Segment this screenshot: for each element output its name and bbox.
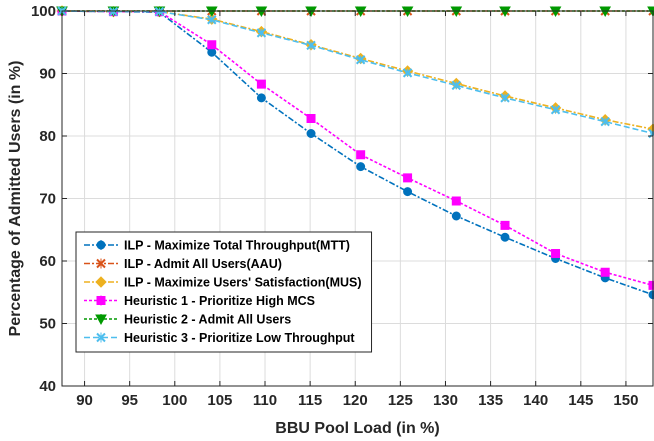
data-point (451, 196, 461, 206)
data-point (500, 232, 510, 242)
x-tick-label: 105 (207, 392, 232, 409)
x-tick-label: 130 (433, 392, 458, 409)
data-point (306, 129, 316, 138)
axes (61, 10, 654, 387)
data-point (600, 116, 610, 127)
legend-marker (95, 276, 107, 288)
x-tick-label: 150 (613, 392, 638, 409)
data-point (500, 220, 510, 230)
x-tick-label: 110 (253, 392, 277, 409)
data-point (551, 249, 561, 258)
legend-label: ILP - Maximize Total Throughput(MTT) (124, 239, 350, 253)
x-tick-label: 145 (568, 392, 593, 409)
data-point (600, 267, 610, 277)
data-point (403, 187, 413, 197)
legend-item: Heuristic 2 - Admit All Users (84, 313, 291, 327)
y-tick-label: 90 (39, 66, 56, 83)
legend-marker (96, 332, 106, 343)
legend-label: ILP - Admit All Users(AAU) (124, 257, 282, 271)
y-tick-label: 80 (39, 128, 56, 145)
data-point (306, 40, 316, 51)
data-point (207, 40, 217, 50)
x-tick-label: 115 (298, 392, 322, 409)
y-tick-label: 40 (39, 378, 56, 395)
data-point (550, 105, 561, 115)
data-point (355, 55, 366, 65)
legend: ILP - Maximize Total Throughput(MTT) ILP … (75, 231, 373, 353)
data-point (256, 93, 266, 103)
y-tick-label: 60 (39, 253, 56, 270)
legend-label: Heuristic 2 - Admit All Users (124, 313, 291, 327)
x-tick-label: 95 (121, 392, 138, 409)
legend-marker (96, 240, 106, 250)
data-point (403, 173, 413, 183)
data-point (356, 162, 366, 172)
data-point (402, 68, 413, 78)
data-point (154, 6, 165, 17)
y-axis-label: Percentage of Admitted Users (in %) (7, 61, 24, 337)
data-point (256, 79, 266, 89)
x-axis-label: BBU Pool Load (in %) (275, 420, 439, 437)
legend-label: Heuristic 1 - Prioritize High MCS (124, 294, 315, 308)
legend-item: ILP - Maximize Total Throughput(MTT) (84, 239, 350, 253)
legend-item: ILP - Admit All Users(AAU) (84, 257, 282, 271)
y-tick-label: 50 (39, 316, 56, 333)
y-tick-label: 70 (39, 191, 56, 208)
data-point (207, 15, 217, 25)
legend-item: Heuristic 1 - Prioritize High MCS (84, 294, 315, 308)
x-tick-label: 135 (478, 392, 503, 409)
x-tick-label: 140 (523, 392, 548, 409)
tick-labels: 90 95 100 105 110 115 120 125 130 135 140 145 150 40 5… (31, 3, 638, 409)
y-tick-label: 100 (31, 3, 56, 20)
legend-label: ILP - Maximize Users' Satisfaction(MUS) (124, 276, 362, 290)
data-point (207, 47, 217, 57)
data-point (256, 28, 267, 38)
x-tick-label: 100 (162, 392, 187, 409)
x-tick-label: 90 (76, 392, 93, 409)
legend-marker (96, 296, 106, 305)
data-point (108, 6, 119, 17)
legend-box (75, 231, 373, 353)
legend-item: ILP - Maximize Users' Satisfaction(MUS) (84, 276, 362, 290)
data-point (356, 150, 366, 160)
legend-label: Heuristic 3 - Prioritize Low Throughput (124, 331, 355, 345)
legend-item: Heuristic 3 - Prioritize Low Throughput (84, 331, 355, 345)
x-tick-label: 125 (388, 392, 413, 409)
data-point (451, 211, 461, 221)
data-point (451, 80, 462, 91)
data-point (306, 114, 316, 123)
legend-marker (95, 314, 107, 326)
legend-marker (96, 258, 106, 269)
x-tick-label: 120 (343, 392, 368, 409)
data-point (500, 93, 510, 103)
